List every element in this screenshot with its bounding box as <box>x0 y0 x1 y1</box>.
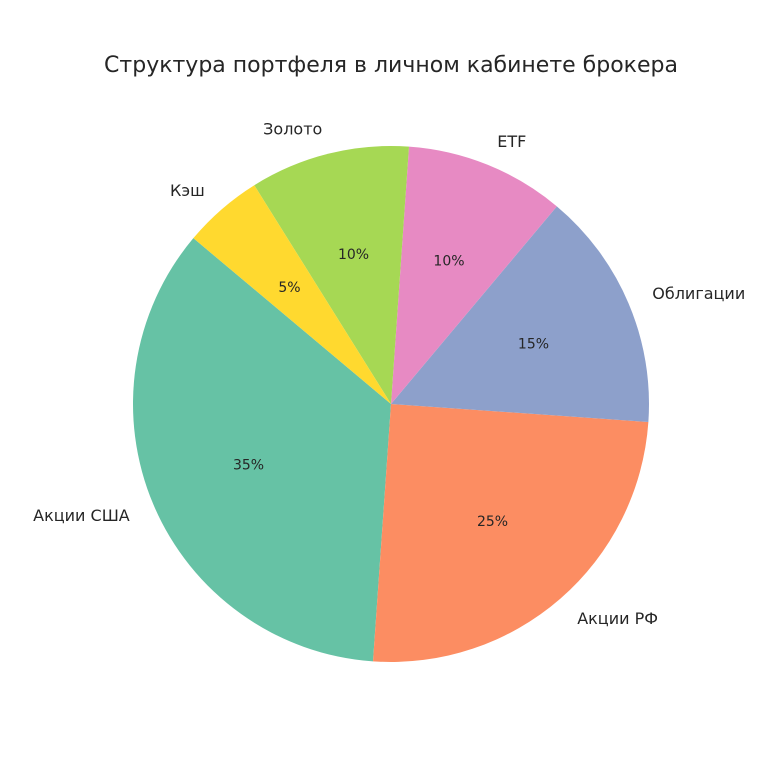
pie-slice <box>391 146 557 404</box>
slice-category-label: Акции РФ <box>577 609 658 628</box>
pie-slice <box>391 206 649 422</box>
slice-category-label: Акции США <box>33 506 130 525</box>
slice-percent-label: 5% <box>278 280 300 296</box>
pie-slice <box>193 185 391 404</box>
slice-category-label: ETF <box>497 132 526 151</box>
slice-category-label: Кэш <box>170 181 205 200</box>
slice-percent-label: 35% <box>233 457 264 473</box>
slice-percent-label: 15% <box>518 337 549 353</box>
slice-category-label: Золото <box>263 120 322 139</box>
pie-slices <box>132 146 649 662</box>
pie-labels: Акции США 35% Акции РФ 25% Облигации 15% ETF 10… <box>33 120 745 629</box>
slice-percent-label: 10% <box>338 247 369 263</box>
pie-slice <box>373 404 649 662</box>
pie-slice <box>132 238 391 662</box>
slice-percent-label: 25% <box>477 514 508 530</box>
slice-category-label: Облигации <box>652 284 745 303</box>
pie-slice <box>254 146 409 404</box>
chart-title: Структура портфеля в личном кабинете бро… <box>104 53 678 78</box>
slice-percent-label: 10% <box>433 253 464 269</box>
